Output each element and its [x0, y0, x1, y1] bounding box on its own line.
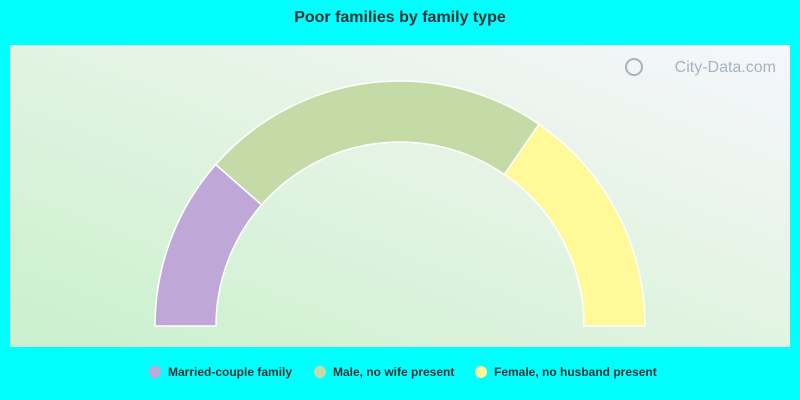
- legend-swatch: [149, 366, 161, 378]
- legend-swatch: [314, 366, 326, 378]
- legend-label: Male, no wife present: [333, 365, 454, 379]
- legend-label: Married-couple family: [168, 365, 292, 379]
- legend-swatch: [475, 366, 487, 378]
- watermark-icon: [625, 58, 643, 76]
- arc-segment: [503, 123, 646, 327]
- chart-title: Poor families by family type: [294, 9, 506, 26]
- watermark: City-Data.com: [675, 59, 776, 76]
- legend-label: Female, no husband present: [494, 365, 657, 379]
